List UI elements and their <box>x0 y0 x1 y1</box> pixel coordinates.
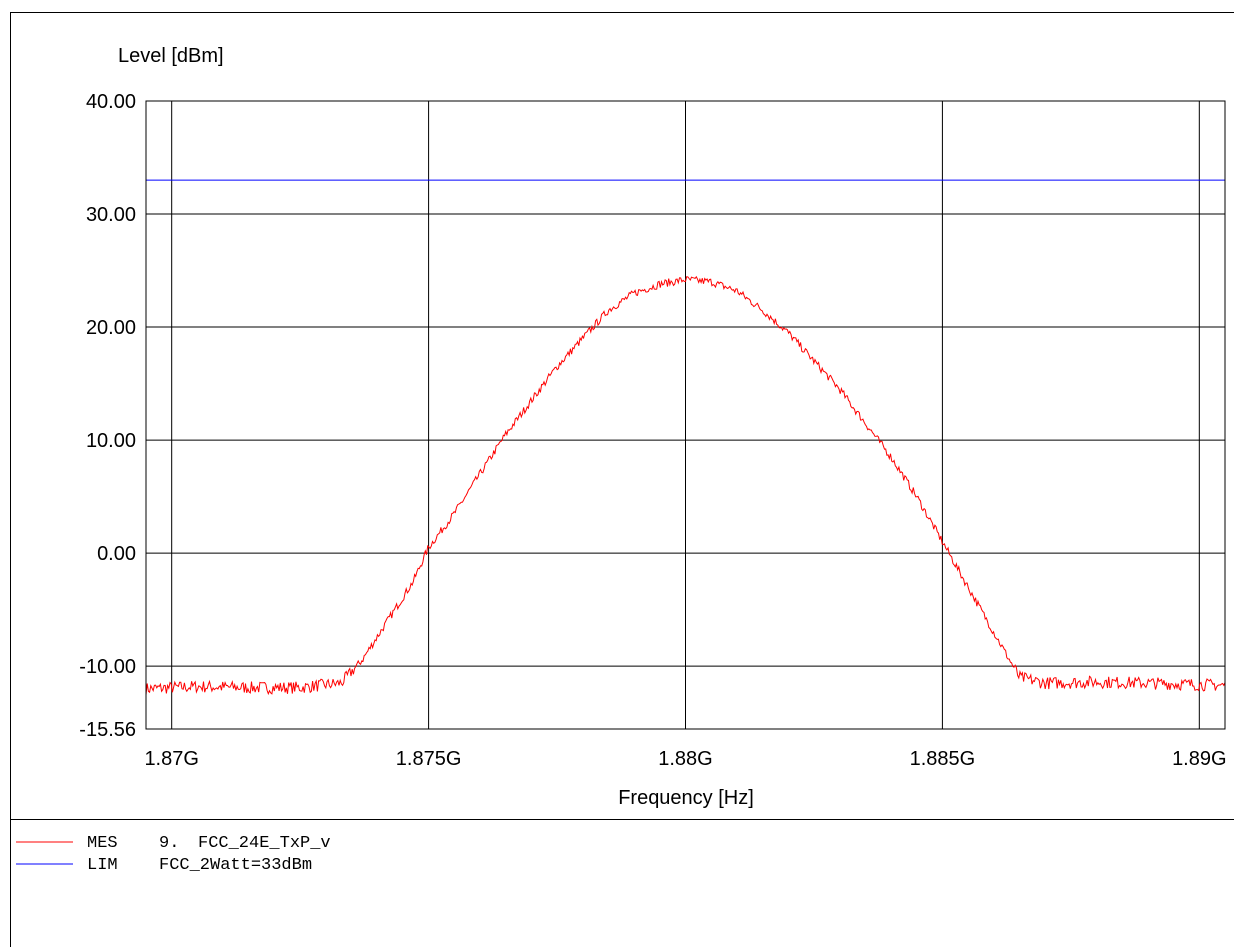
x-tick-label: 1.88G <box>658 748 712 770</box>
legend-prefix: 9. <box>159 834 179 853</box>
y-tick-label: 10.00 <box>86 430 136 452</box>
plot-border <box>145 100 1226 730</box>
legend-tag: MES <box>87 834 118 853</box>
grid <box>146 101 1225 729</box>
chart-frame <box>10 12 1234 947</box>
x-tick-label: 1.87G <box>144 748 198 770</box>
legend-separator <box>10 819 1234 820</box>
y-tick-labels: 40.00 30.00 20.00 10.00 0.00 -10.00 -15.56 <box>79 91 136 741</box>
x-tick-label: 1.89G <box>1172 748 1226 770</box>
legend: MES 9. FCC_24E_TxP_v LIM FCC_2Watt=33dBm <box>16 834 331 875</box>
y-tick-label: 20.00 <box>86 317 136 339</box>
y-tick-label: 40.00 <box>86 91 136 113</box>
series-line-measurement <box>145 275 1226 696</box>
x-axis-label: Frequency [Hz] <box>618 787 754 809</box>
legend-tag: LIM <box>87 856 118 875</box>
y-tick-label: 0.00 <box>97 543 136 565</box>
legend-series-name: FCC_24E_TxP_v <box>198 834 331 853</box>
y-axis-label: Level [dBm] <box>118 45 224 67</box>
x-tick-label: 1.885G <box>910 748 976 770</box>
y-tick-label: 30.00 <box>86 204 136 226</box>
y-tick-label: -15.56 <box>79 719 136 741</box>
series-layer <box>145 179 1226 696</box>
x-tick-label: 1.875G <box>396 748 462 770</box>
x-tick-labels: 1.87G 1.875G 1.88G 1.885G 1.89G <box>144 748 1226 770</box>
legend-series-name: FCC_2Watt=33dBm <box>159 856 312 875</box>
y-tick-label: -10.00 <box>79 656 136 678</box>
